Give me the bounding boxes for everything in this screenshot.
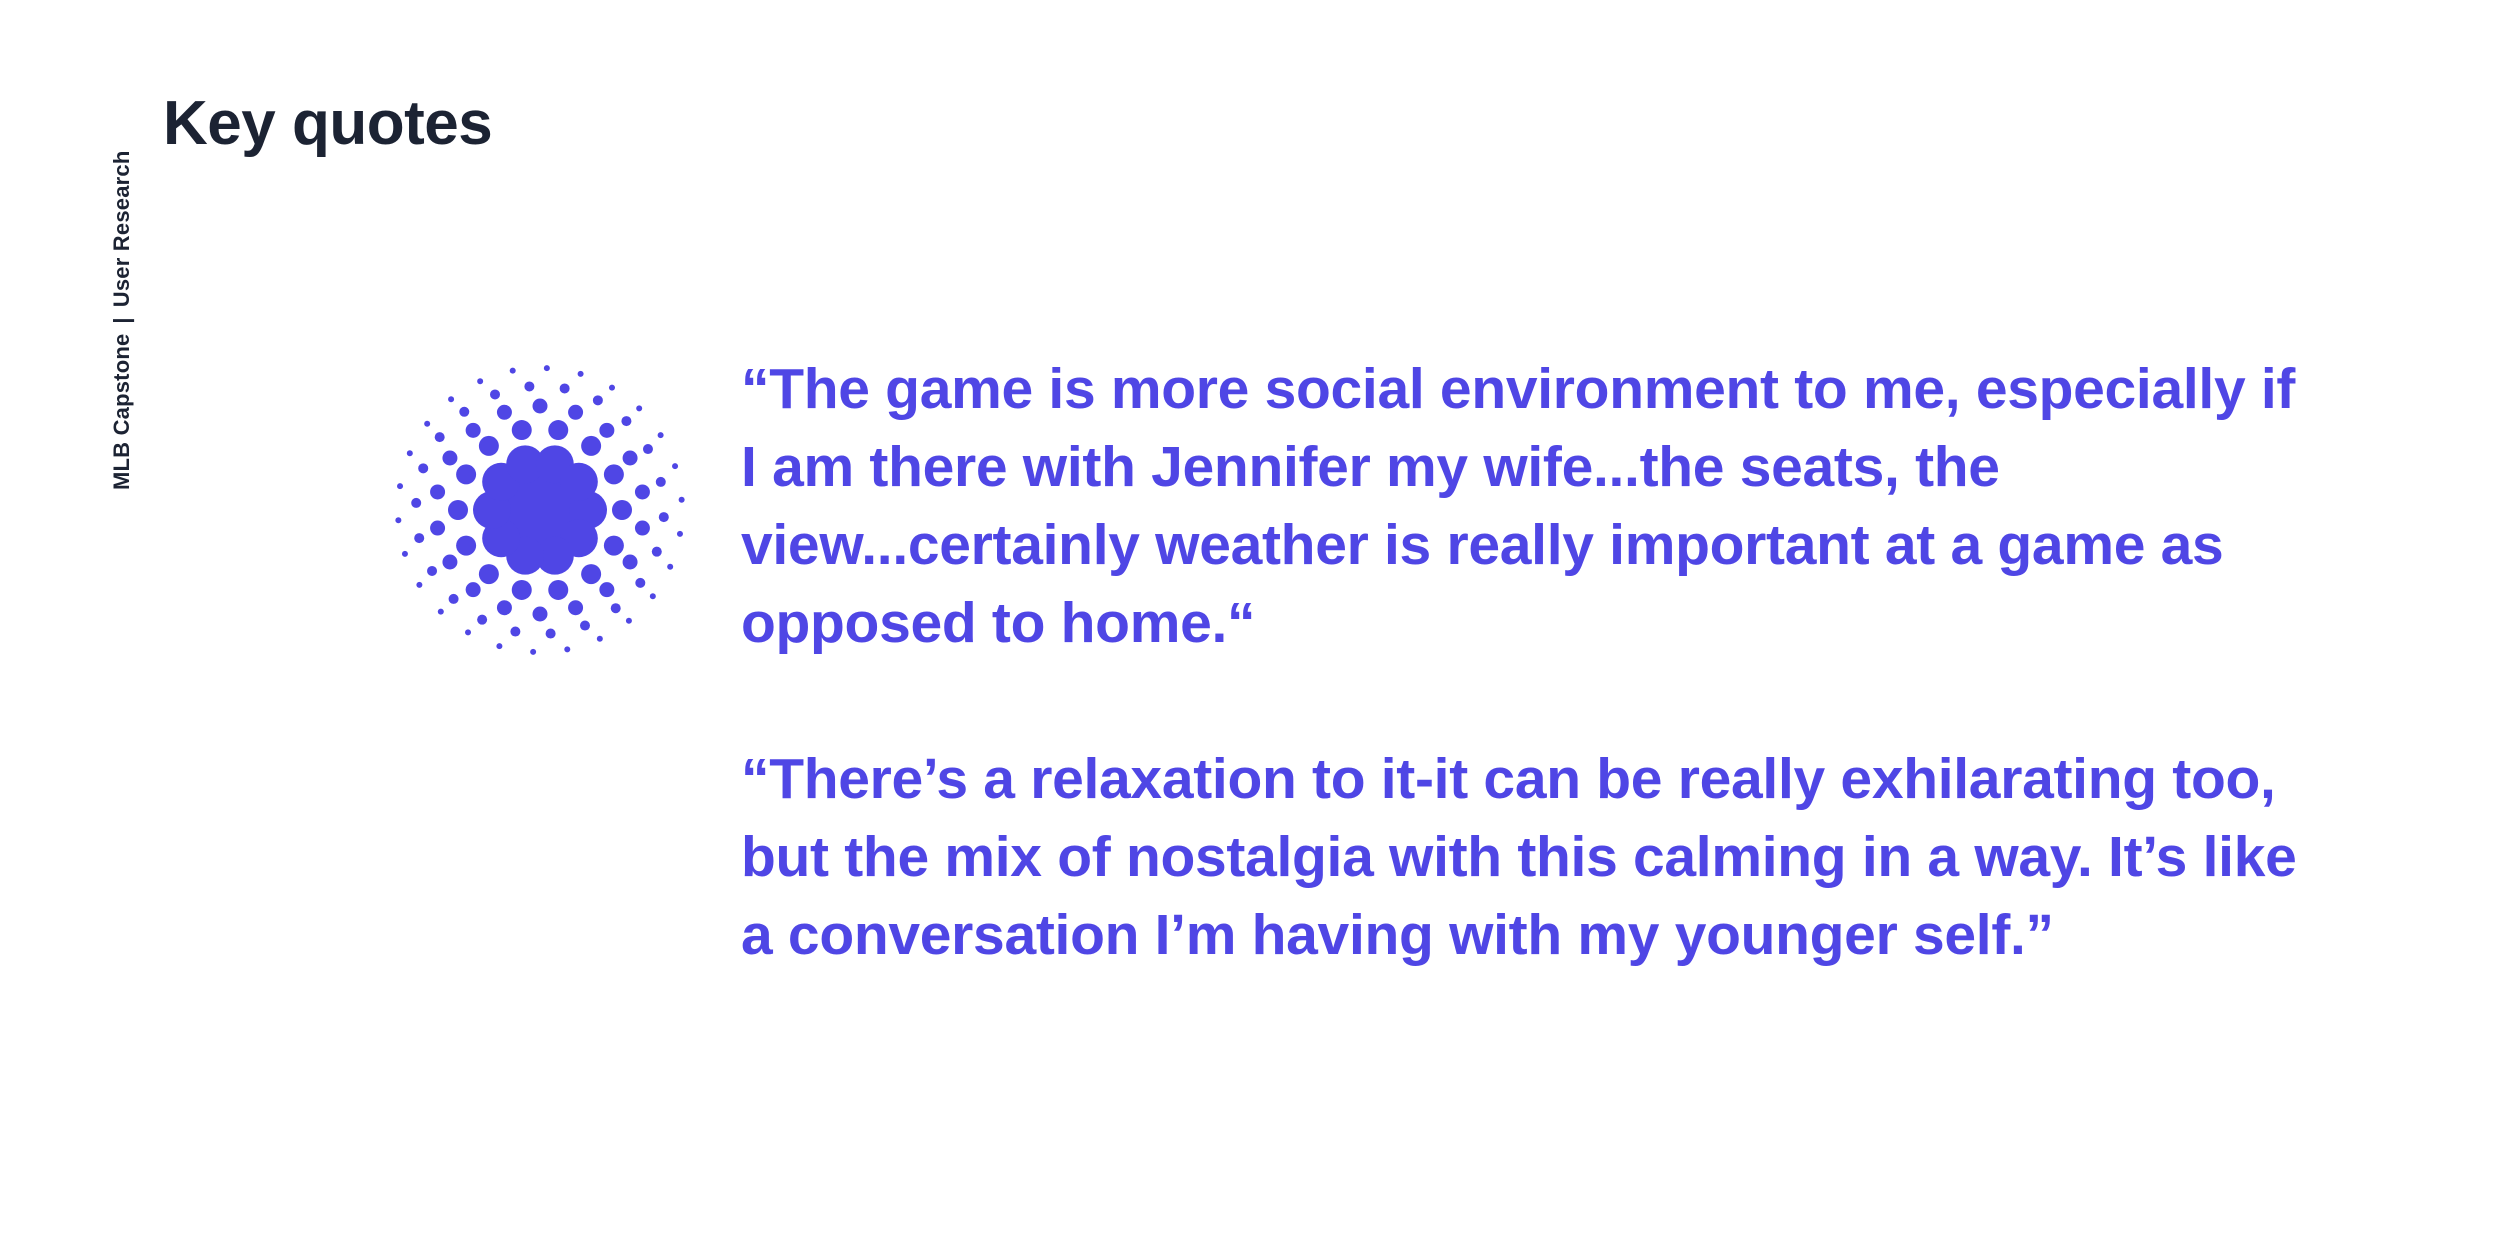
side-label: MLB Capstone | User Research — [102, 150, 142, 490]
label-separator: | — [109, 317, 134, 324]
burst-dot — [395, 517, 402, 524]
halftone-burst-icon — [395, 365, 685, 655]
burst-dot — [577, 370, 584, 377]
burst-dot — [411, 497, 422, 508]
burst-dot — [532, 606, 548, 622]
burst-dot — [548, 420, 569, 441]
burst-dot — [414, 533, 425, 544]
burst-dot — [545, 628, 556, 639]
burst-core-lobe — [559, 462, 598, 501]
burst-dot — [442, 450, 458, 466]
burst-dot — [625, 617, 632, 624]
burst-dot — [490, 389, 501, 400]
burst-dot — [448, 593, 459, 604]
burst-dot — [658, 512, 669, 523]
burst-dot — [559, 383, 570, 394]
burst-dot — [406, 450, 413, 457]
burst-dot — [636, 405, 643, 412]
burst-dot — [478, 564, 499, 585]
burst-dot — [496, 600, 512, 616]
burst-dot — [530, 648, 537, 655]
burst-dot — [511, 579, 532, 600]
burst-dot — [477, 378, 484, 385]
burst-dot — [427, 565, 438, 576]
burst-dot — [456, 535, 477, 556]
burst-dot — [610, 603, 621, 614]
burst-dot — [622, 554, 638, 570]
burst-dot — [642, 444, 653, 455]
burst-dot — [649, 593, 656, 600]
burst-dot — [543, 365, 550, 372]
burst-dot — [667, 563, 674, 570]
burst-dot — [430, 520, 446, 536]
burst-dot — [465, 629, 472, 636]
burst-dot — [437, 608, 444, 615]
burst-dot — [416, 581, 423, 588]
burst-dot — [651, 546, 662, 557]
burst-dot — [621, 416, 632, 427]
burst-dot — [397, 483, 404, 490]
burst-dot — [510, 626, 521, 637]
burst-dot — [477, 614, 488, 625]
burst-dot — [448, 396, 455, 403]
burst-core-lobe — [506, 445, 545, 484]
burst-dot — [608, 384, 615, 391]
burst-dot — [599, 422, 615, 438]
burst-dot — [496, 404, 512, 420]
burst-dot — [676, 530, 683, 537]
burst-dot — [548, 579, 569, 600]
burst-dot — [634, 484, 650, 500]
burst-dot — [612, 500, 632, 520]
burst-dot — [442, 554, 458, 570]
burst-dot — [672, 463, 679, 470]
burst-dot — [603, 464, 624, 485]
burst-dot — [678, 496, 685, 503]
quotes-list: “The game is more social environment to … — [741, 350, 2301, 1052]
burst-core-lobe — [535, 536, 574, 575]
burst-dot — [564, 646, 571, 653]
quote-1: “The game is more social environment to … — [741, 357, 2296, 655]
burst-dot — [581, 435, 602, 456]
burst-dot — [657, 432, 664, 439]
burst-dot — [634, 520, 650, 536]
burst-dot — [524, 381, 535, 392]
burst-dot — [465, 582, 481, 598]
burst-dot — [599, 582, 615, 598]
burst-dot — [568, 404, 584, 420]
section-name: User Research — [109, 150, 134, 308]
quote-2: “There’s a relaxation to it-it can be re… — [741, 747, 2297, 967]
burst-dot — [465, 422, 481, 438]
burst-dot — [478, 435, 499, 456]
burst-dot — [579, 620, 590, 631]
burst-dot — [596, 635, 603, 642]
burst-dot — [430, 484, 446, 500]
burst-dot — [568, 600, 584, 616]
burst-dot — [511, 420, 532, 441]
burst-dot — [448, 500, 468, 520]
burst-dot — [424, 420, 431, 427]
burst-dot — [581, 564, 602, 585]
page-title: Key quotes — [163, 89, 493, 158]
burst-dot — [434, 432, 445, 443]
burst-dot — [635, 577, 646, 588]
burst-dot — [532, 398, 548, 414]
burst-dot — [418, 463, 429, 474]
project-name: MLB Capstone — [109, 333, 134, 490]
burst-dot — [456, 464, 477, 485]
burst-dot — [603, 535, 624, 556]
burst-dot — [459, 406, 470, 417]
burst-dot — [496, 643, 503, 650]
burst-dot — [401, 550, 408, 557]
burst-dot — [622, 450, 638, 466]
burst-dot — [592, 395, 603, 406]
burst-dot — [655, 476, 666, 487]
burst-dot — [509, 367, 516, 374]
